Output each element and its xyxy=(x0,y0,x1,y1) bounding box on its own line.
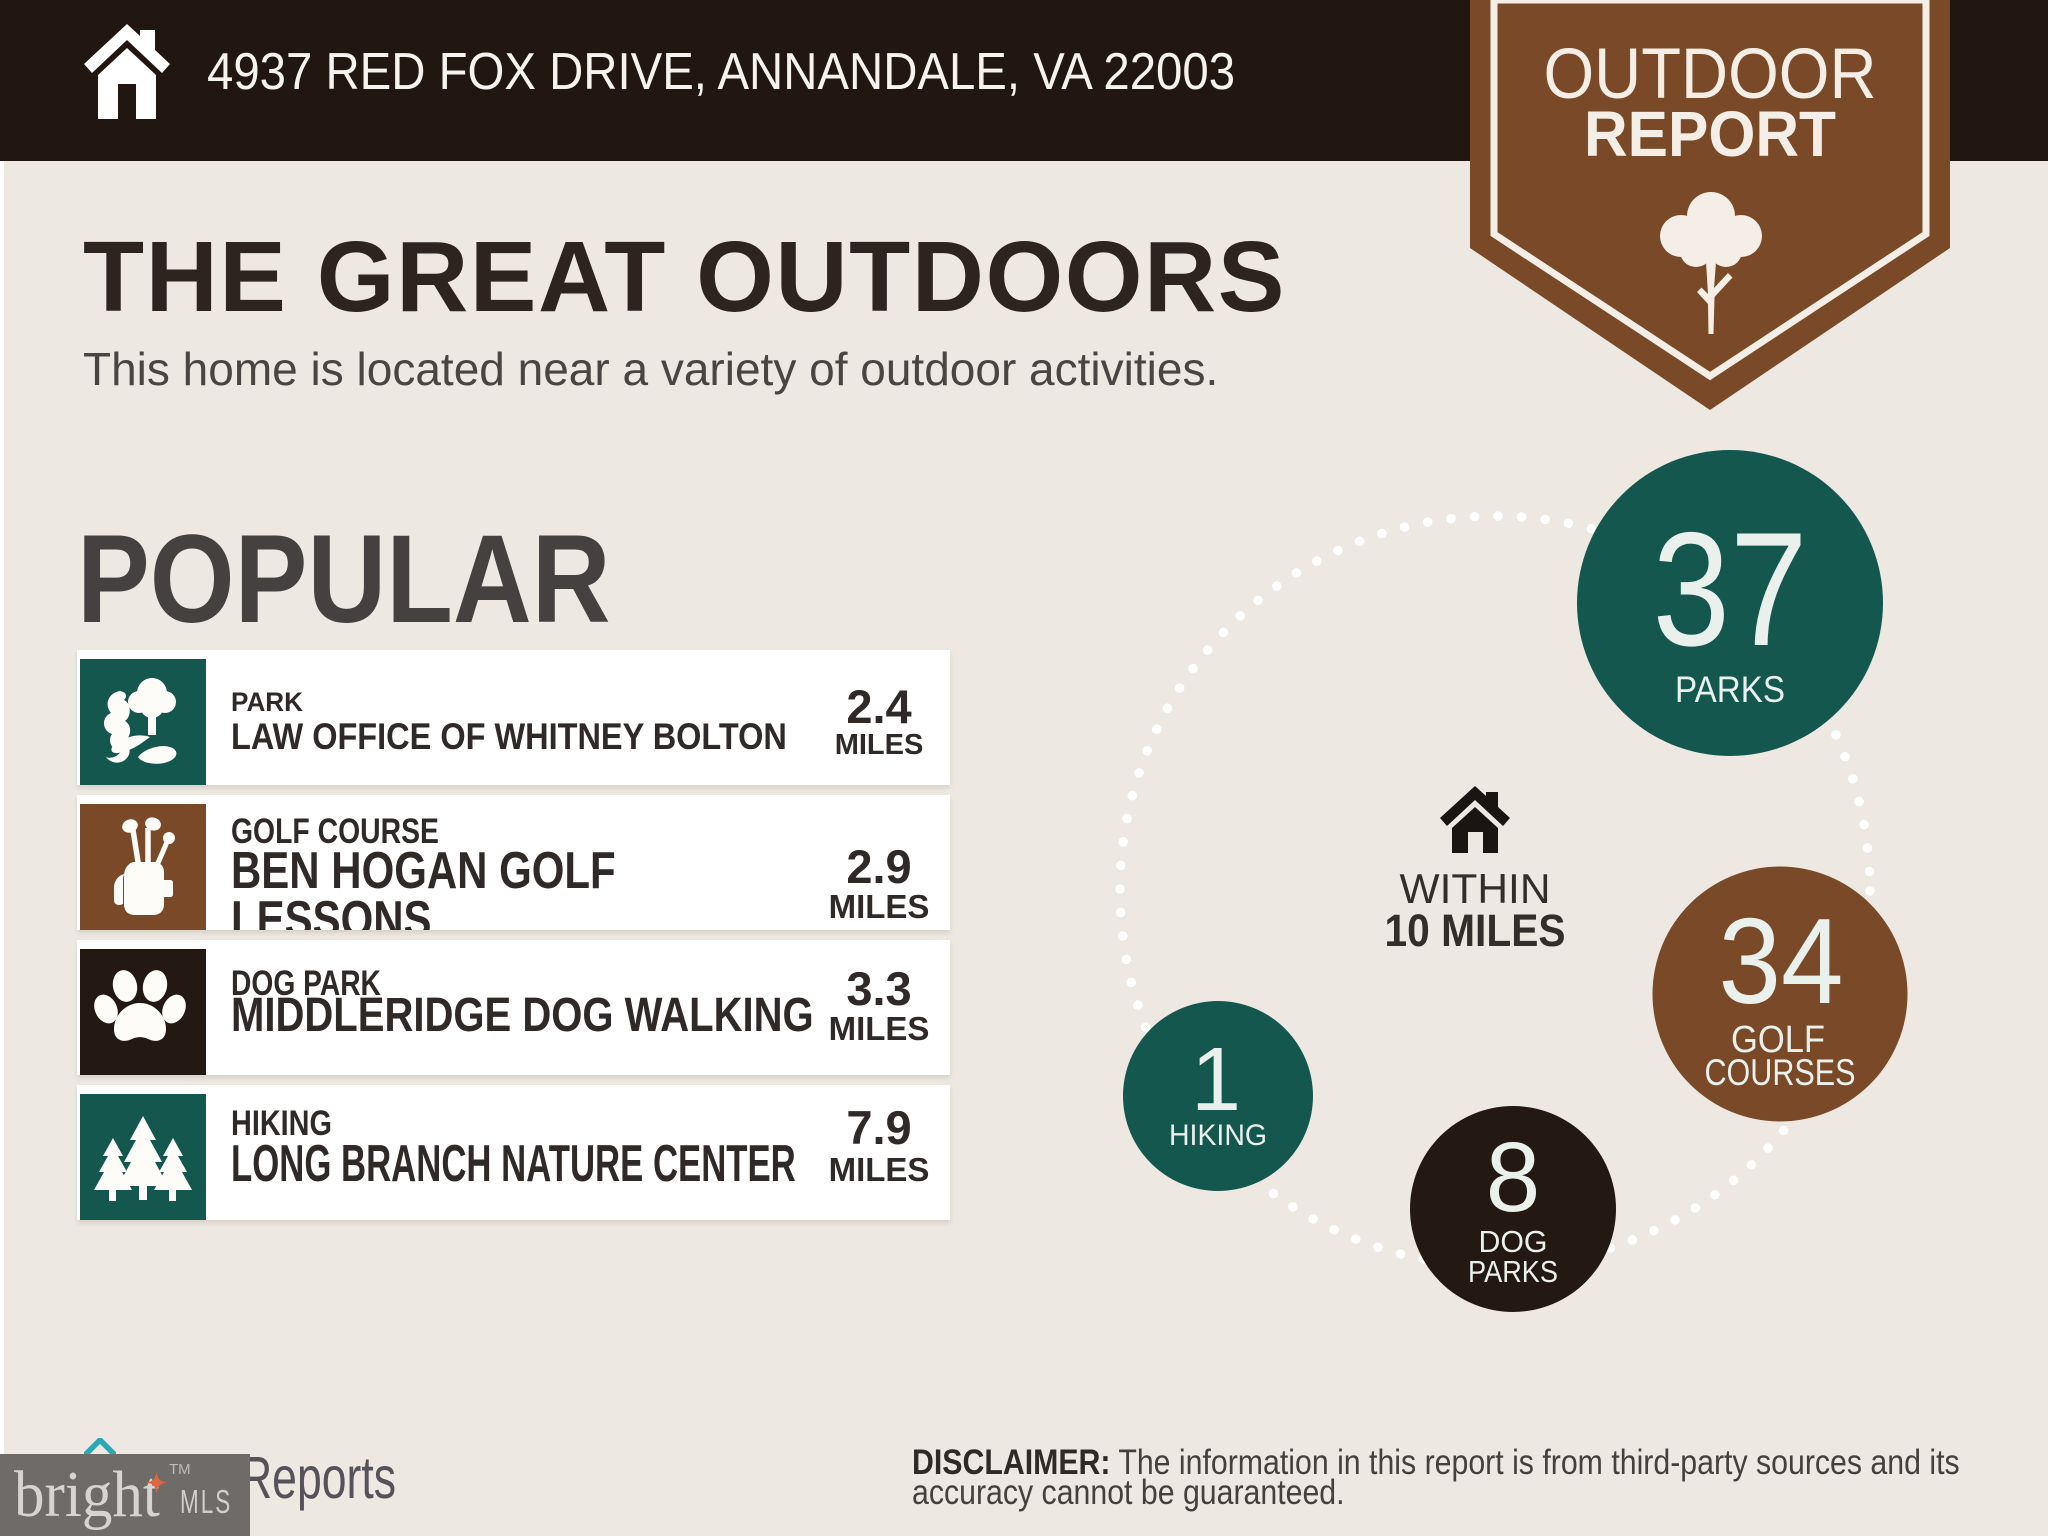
svg-text:COURSES: COURSES xyxy=(1705,1052,1856,1093)
svg-text:REPORT: REPORT xyxy=(1584,98,1836,170)
svg-text:PARKS: PARKS xyxy=(1675,669,1785,710)
svg-text:GOLF: GOLF xyxy=(1731,1019,1825,1061)
svg-text:34: 34 xyxy=(1719,893,1844,1029)
svg-text:37: 37 xyxy=(1653,499,1808,680)
svg-text:WITHIN: WITHIN xyxy=(1400,865,1551,912)
svg-text:HIKING: HIKING xyxy=(1169,1119,1267,1152)
svg-text:8: 8 xyxy=(1486,1122,1541,1232)
svg-text:10 MILES: 10 MILES xyxy=(1385,905,1566,956)
svg-text:1: 1 xyxy=(1191,1030,1241,1130)
svg-text:PARKS: PARKS xyxy=(1468,1254,1558,1289)
svg-text:DOG: DOG xyxy=(1479,1224,1548,1259)
svg-text:OUTDOOR: OUTDOOR xyxy=(1544,35,1877,114)
